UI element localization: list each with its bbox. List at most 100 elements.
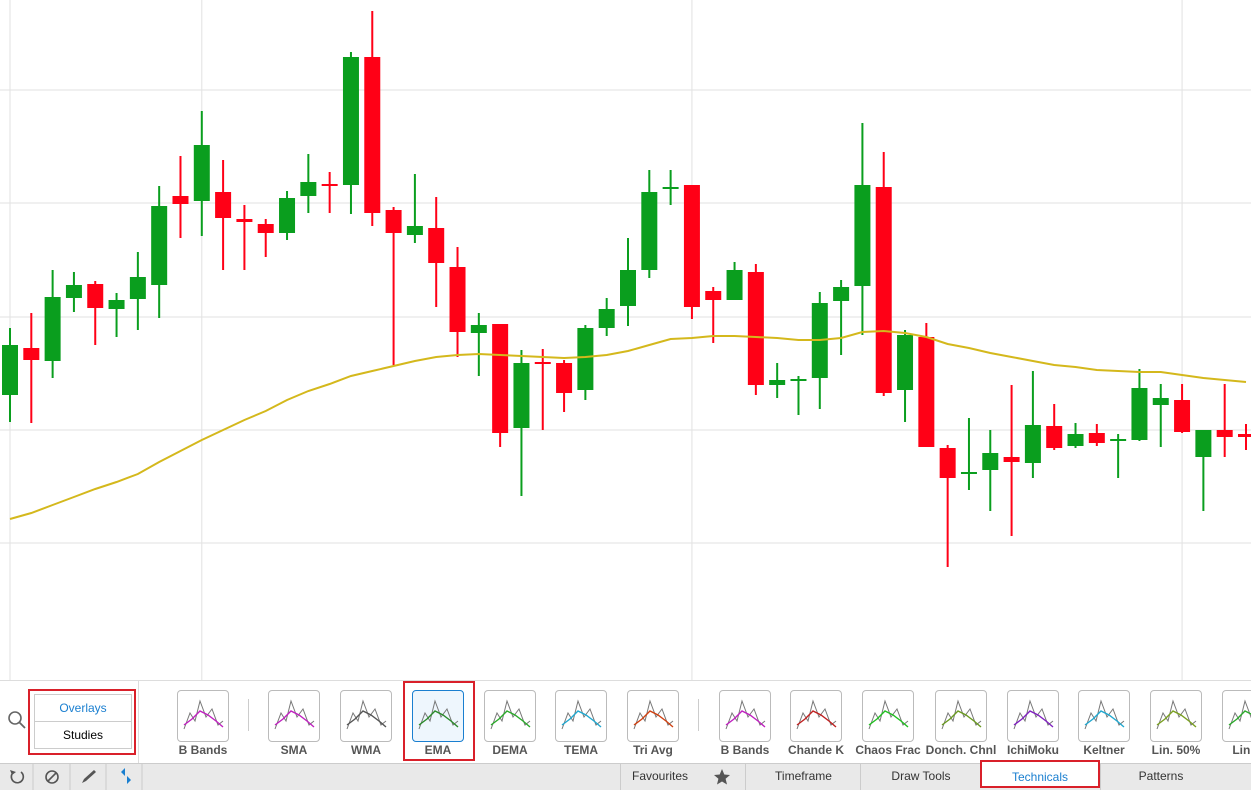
indicator-thumb[interactable] bbox=[790, 690, 842, 742]
candle-body bbox=[1216, 430, 1233, 437]
candle-body bbox=[1046, 426, 1063, 448]
candle-body bbox=[279, 198, 296, 233]
tab[interactable]: Favourites bbox=[620, 764, 742, 790]
thumb-icon bbox=[1084, 699, 1125, 730]
candle-body bbox=[960, 472, 977, 474]
candle-body bbox=[1110, 439, 1127, 441]
indicator-label[interactable]: Lin. 50% bbox=[1151, 743, 1201, 757]
thumb-icon bbox=[183, 699, 224, 730]
thumb-icon bbox=[725, 699, 766, 730]
candle-body bbox=[918, 337, 935, 447]
candle-body bbox=[1024, 425, 1041, 463]
thumb-icon bbox=[490, 699, 531, 730]
indicator-label[interactable]: Tri Avg bbox=[633, 743, 673, 757]
indicator-thumb[interactable] bbox=[1078, 690, 1130, 742]
indicator-thumb[interactable] bbox=[555, 690, 607, 742]
candle-body bbox=[44, 297, 61, 361]
thumb-icon bbox=[346, 699, 387, 730]
indicator-thumb[interactable] bbox=[340, 690, 392, 742]
candle-body bbox=[1174, 400, 1191, 432]
indicator-label[interactable]: Keltner bbox=[1083, 743, 1125, 757]
moving-average bbox=[9, 329, 1247, 520]
indicator-label[interactable]: Chande K bbox=[787, 743, 844, 757]
candle-body bbox=[875, 187, 892, 393]
candle-body bbox=[428, 228, 445, 263]
indicator-thumb[interactable] bbox=[935, 690, 987, 742]
candle-body bbox=[534, 362, 551, 364]
tab[interactable]: Technicals bbox=[980, 760, 1100, 788]
divider bbox=[138, 681, 139, 764]
thumb-icon bbox=[796, 699, 837, 730]
indicator-thumb[interactable] bbox=[1222, 690, 1251, 742]
candle-body bbox=[790, 379, 807, 381]
candle-body bbox=[449, 267, 466, 332]
indicator-label[interactable]: Lin. 1 bbox=[1232, 743, 1251, 757]
tab[interactable]: Patterns bbox=[1100, 764, 1221, 790]
indicator-thumb[interactable] bbox=[1150, 690, 1202, 742]
thumb-icon bbox=[1156, 699, 1197, 730]
candle-body bbox=[23, 348, 40, 360]
indicator-label[interactable]: TEMA bbox=[564, 743, 598, 757]
indicator-thumb[interactable] bbox=[1007, 690, 1059, 742]
indicator-thumb[interactable] bbox=[627, 690, 679, 742]
candle-body bbox=[1003, 457, 1020, 462]
highlight bbox=[403, 681, 475, 761]
indicator-label[interactable]: EMA bbox=[424, 743, 452, 757]
candle-body bbox=[1195, 430, 1212, 457]
candle-body bbox=[492, 324, 509, 433]
indicator-label[interactable]: Donch. Chnl bbox=[925, 743, 997, 757]
candle-body bbox=[257, 224, 274, 233]
indicator-thumb[interactable] bbox=[484, 690, 536, 742]
indicator-label[interactable]: DEMA bbox=[492, 743, 528, 757]
candle-body bbox=[513, 363, 530, 428]
candle-body bbox=[683, 185, 700, 307]
thumb-icon bbox=[633, 699, 674, 730]
indicator-label[interactable]: IchiMoku bbox=[1006, 743, 1059, 757]
candle-body bbox=[1067, 434, 1084, 446]
thumb-icon bbox=[274, 699, 315, 730]
chart bbox=[0, 0, 1251, 680]
divider bbox=[698, 699, 699, 731]
candle-body bbox=[1131, 388, 1148, 440]
indicator-label[interactable]: Chaos Frac bbox=[855, 743, 921, 757]
search-icon[interactable] bbox=[6, 709, 28, 731]
candle-body bbox=[151, 206, 168, 285]
indicator-label[interactable]: SMA bbox=[280, 743, 308, 757]
tab[interactable]: Timeframe bbox=[745, 764, 861, 790]
candle-body bbox=[65, 285, 82, 298]
candle-body bbox=[662, 187, 679, 189]
candle-body bbox=[577, 328, 594, 390]
thumb-icon bbox=[1228, 699, 1251, 730]
candle-body bbox=[1152, 398, 1169, 405]
candle-body bbox=[236, 219, 253, 222]
candle-body bbox=[172, 196, 189, 204]
mode-tab[interactable]: Studies bbox=[34, 721, 132, 749]
thumb-icon bbox=[418, 699, 459, 730]
indicator-thumb[interactable] bbox=[862, 690, 914, 742]
candle-body bbox=[598, 309, 615, 328]
candle-body bbox=[620, 270, 636, 306]
candle-body bbox=[108, 300, 125, 309]
candle-body bbox=[897, 335, 914, 390]
thumb-icon bbox=[561, 699, 602, 730]
thumb-icon bbox=[941, 699, 982, 730]
candle-body bbox=[1238, 434, 1251, 437]
tab[interactable]: Draw Tools bbox=[860, 764, 981, 790]
candle-body bbox=[833, 287, 850, 301]
candle-body bbox=[1088, 433, 1105, 443]
tool-icons[interactable] bbox=[0, 764, 145, 790]
indicator-label[interactable]: B Bands bbox=[178, 743, 228, 757]
indicator-thumb[interactable] bbox=[412, 690, 464, 742]
candle-body bbox=[769, 380, 786, 385]
candle-body bbox=[406, 226, 423, 235]
indicator-thumb[interactable] bbox=[177, 690, 229, 742]
indicator-thumb[interactable] bbox=[268, 690, 320, 742]
divider bbox=[248, 699, 249, 731]
indicator-thumb[interactable] bbox=[719, 690, 771, 742]
star-icon[interactable] bbox=[713, 768, 731, 786]
indicator-label[interactable]: WMA bbox=[351, 743, 381, 757]
indicator-label[interactable]: B Bands bbox=[720, 743, 770, 757]
tab-bar: Favourites Timeframe Draw Tools Technicals P… bbox=[0, 760, 1251, 790]
mode-tab[interactable]: Overlays bbox=[34, 694, 132, 722]
